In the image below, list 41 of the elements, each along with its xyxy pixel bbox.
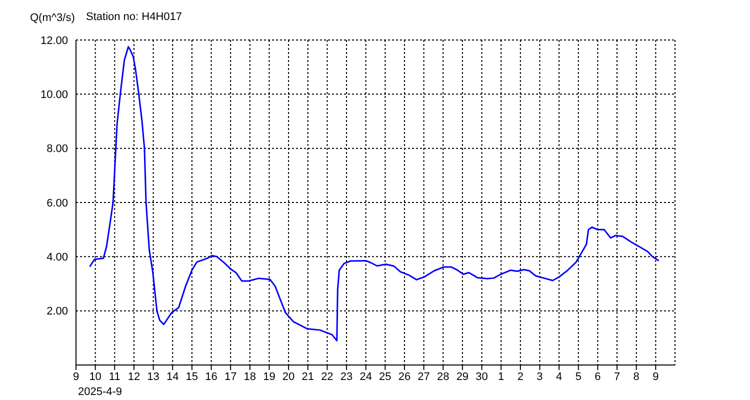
y-tick-label: 6.00 (46, 197, 68, 210)
x-tick-label: 16 (205, 370, 218, 383)
x-tick-label: 9 (72, 370, 80, 383)
x-tick-label: 5 (575, 370, 582, 383)
chart-title: Station no: H4H017 (86, 11, 182, 23)
x-tick-label: 29 (456, 370, 469, 383)
y-tick-label: 4.00 (46, 252, 68, 264)
x-tick-label: 10 (89, 370, 102, 383)
x-tick-label: 17 (224, 370, 237, 383)
y-tick-label: 10.00 (40, 89, 68, 102)
x-tick-label: 4 (556, 370, 562, 383)
x-tick-label: 25 (379, 370, 392, 383)
x-tick-label: 21 (302, 370, 314, 383)
x-tick-label: 20 (282, 370, 295, 383)
x-axis-title: 2025-4-9 (78, 386, 122, 398)
x-tick-label: 24 (360, 370, 372, 383)
y-tick-label: 8.00 (46, 143, 68, 156)
x-tick-label: 18 (244, 370, 256, 383)
x-tick-label: 28 (437, 370, 450, 383)
x-tick-label: 9 (652, 370, 659, 383)
x-tick-label: 15 (186, 370, 198, 383)
x-tick-label: 19 (263, 370, 276, 383)
x-tick-label: 14 (166, 370, 179, 383)
x-tick-label: 6 (594, 370, 601, 383)
x-tick-label: 23 (340, 370, 353, 383)
y-tick-label: 12.00 (40, 34, 68, 47)
x-tick-label: 3 (536, 370, 543, 383)
line-series (88, 46, 660, 342)
x-tick-label: 13 (147, 370, 160, 383)
x-tick-label: 12 (128, 370, 140, 383)
x-tick-label: 1 (498, 370, 504, 383)
x-tick-label: 26 (398, 370, 411, 383)
x-tick-label: 7 (614, 370, 620, 383)
x-tick-label: 27 (418, 370, 430, 383)
y-tick-label: 2.00 (46, 306, 68, 318)
x-tick-label: 22 (321, 370, 334, 383)
x-tick-label: 2 (517, 370, 524, 383)
x-tick-label: 11 (108, 370, 120, 383)
x-tick-label: 8 (633, 370, 640, 383)
x-tick-label: 30 (476, 370, 488, 383)
y-axis-title: Q(m^3/s) (30, 12, 75, 24)
